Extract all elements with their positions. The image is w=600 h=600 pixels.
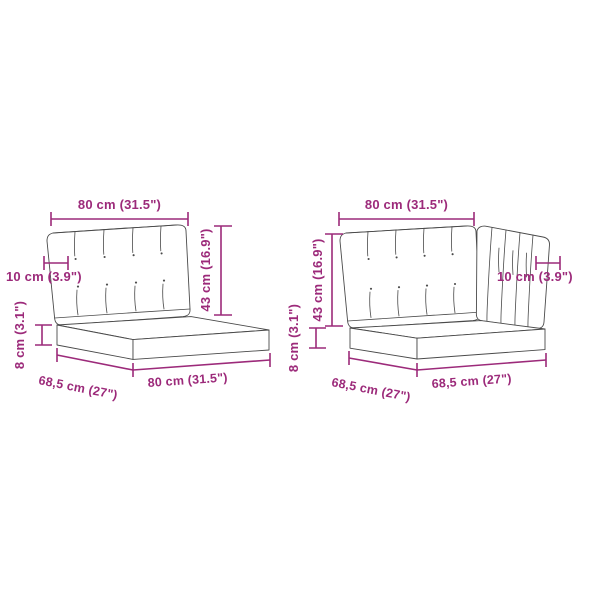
backrest-cushion-corner-side bbox=[475, 225, 550, 329]
dimension-backrest-thickness-corner: 10 cm (3.9") bbox=[497, 256, 573, 284]
dimension-backrest-thickness-middle: 10 cm (3.9") bbox=[6, 256, 82, 284]
dimension-backrest-height-corner: 43 cm (16.9") bbox=[310, 233, 343, 327]
dimension-seat-thickness-middle: 8 cm (3.1") bbox=[12, 301, 52, 369]
label-seat-depth-middle: 68,5 cm (27") bbox=[37, 373, 118, 402]
dimension-seat-depth-corner: 68,5 cm (27") bbox=[330, 351, 418, 404]
dimension-seat-thickness-corner: 8 cm (3.1") bbox=[286, 304, 326, 372]
seat-base-corner bbox=[349, 320, 546, 360]
label-backrest-height-corner: 43 cm (16.9") bbox=[310, 238, 325, 321]
dimension-seat-width-middle: 80 cm (31.5") bbox=[132, 353, 271, 390]
dimension-seat-width-corner: 68,5 cm (27") bbox=[416, 353, 547, 391]
label-backrest-height-middle: 43 cm (16.9") bbox=[198, 228, 213, 311]
backrest-cushion-middle bbox=[46, 224, 191, 326]
diagram-middle-seat-cushion: 80 cm (31.5") 43 cm (16.9") 10 cm (3.9")… bbox=[6, 197, 271, 402]
backrest-cushion-corner-back bbox=[339, 225, 481, 329]
label-backrest-thickness-middle: 10 cm (3.9") bbox=[6, 269, 82, 284]
label-seat-depth-corner: 68,5 cm (27") bbox=[330, 375, 411, 404]
diagram-corner-seat-cushion: 80 cm (31.5") 43 cm (16.9") 10 cm (3.9")… bbox=[286, 197, 573, 404]
label-seat-thickness-middle: 8 cm (3.1") bbox=[12, 301, 27, 369]
label-seat-width-corner: 68,5 cm (27") bbox=[431, 371, 512, 391]
dimension-top-width-corner: 80 cm (31.5") bbox=[338, 197, 475, 226]
label-top-width-middle: 80 cm (31.5") bbox=[78, 197, 161, 212]
label-top-width-corner: 80 cm (31.5") bbox=[365, 197, 448, 212]
dimension-top-width-middle: 80 cm (31.5") bbox=[50, 197, 189, 226]
label-backrest-thickness-corner: 10 cm (3.9") bbox=[497, 269, 573, 284]
seat-base-middle bbox=[56, 316, 270, 360]
label-seat-width-middle: 80 cm (31.5") bbox=[147, 370, 228, 390]
dimension-backrest-height-middle: 43 cm (16.9") bbox=[198, 225, 232, 316]
label-seat-thickness-corner: 8 cm (3.1") bbox=[286, 304, 301, 372]
